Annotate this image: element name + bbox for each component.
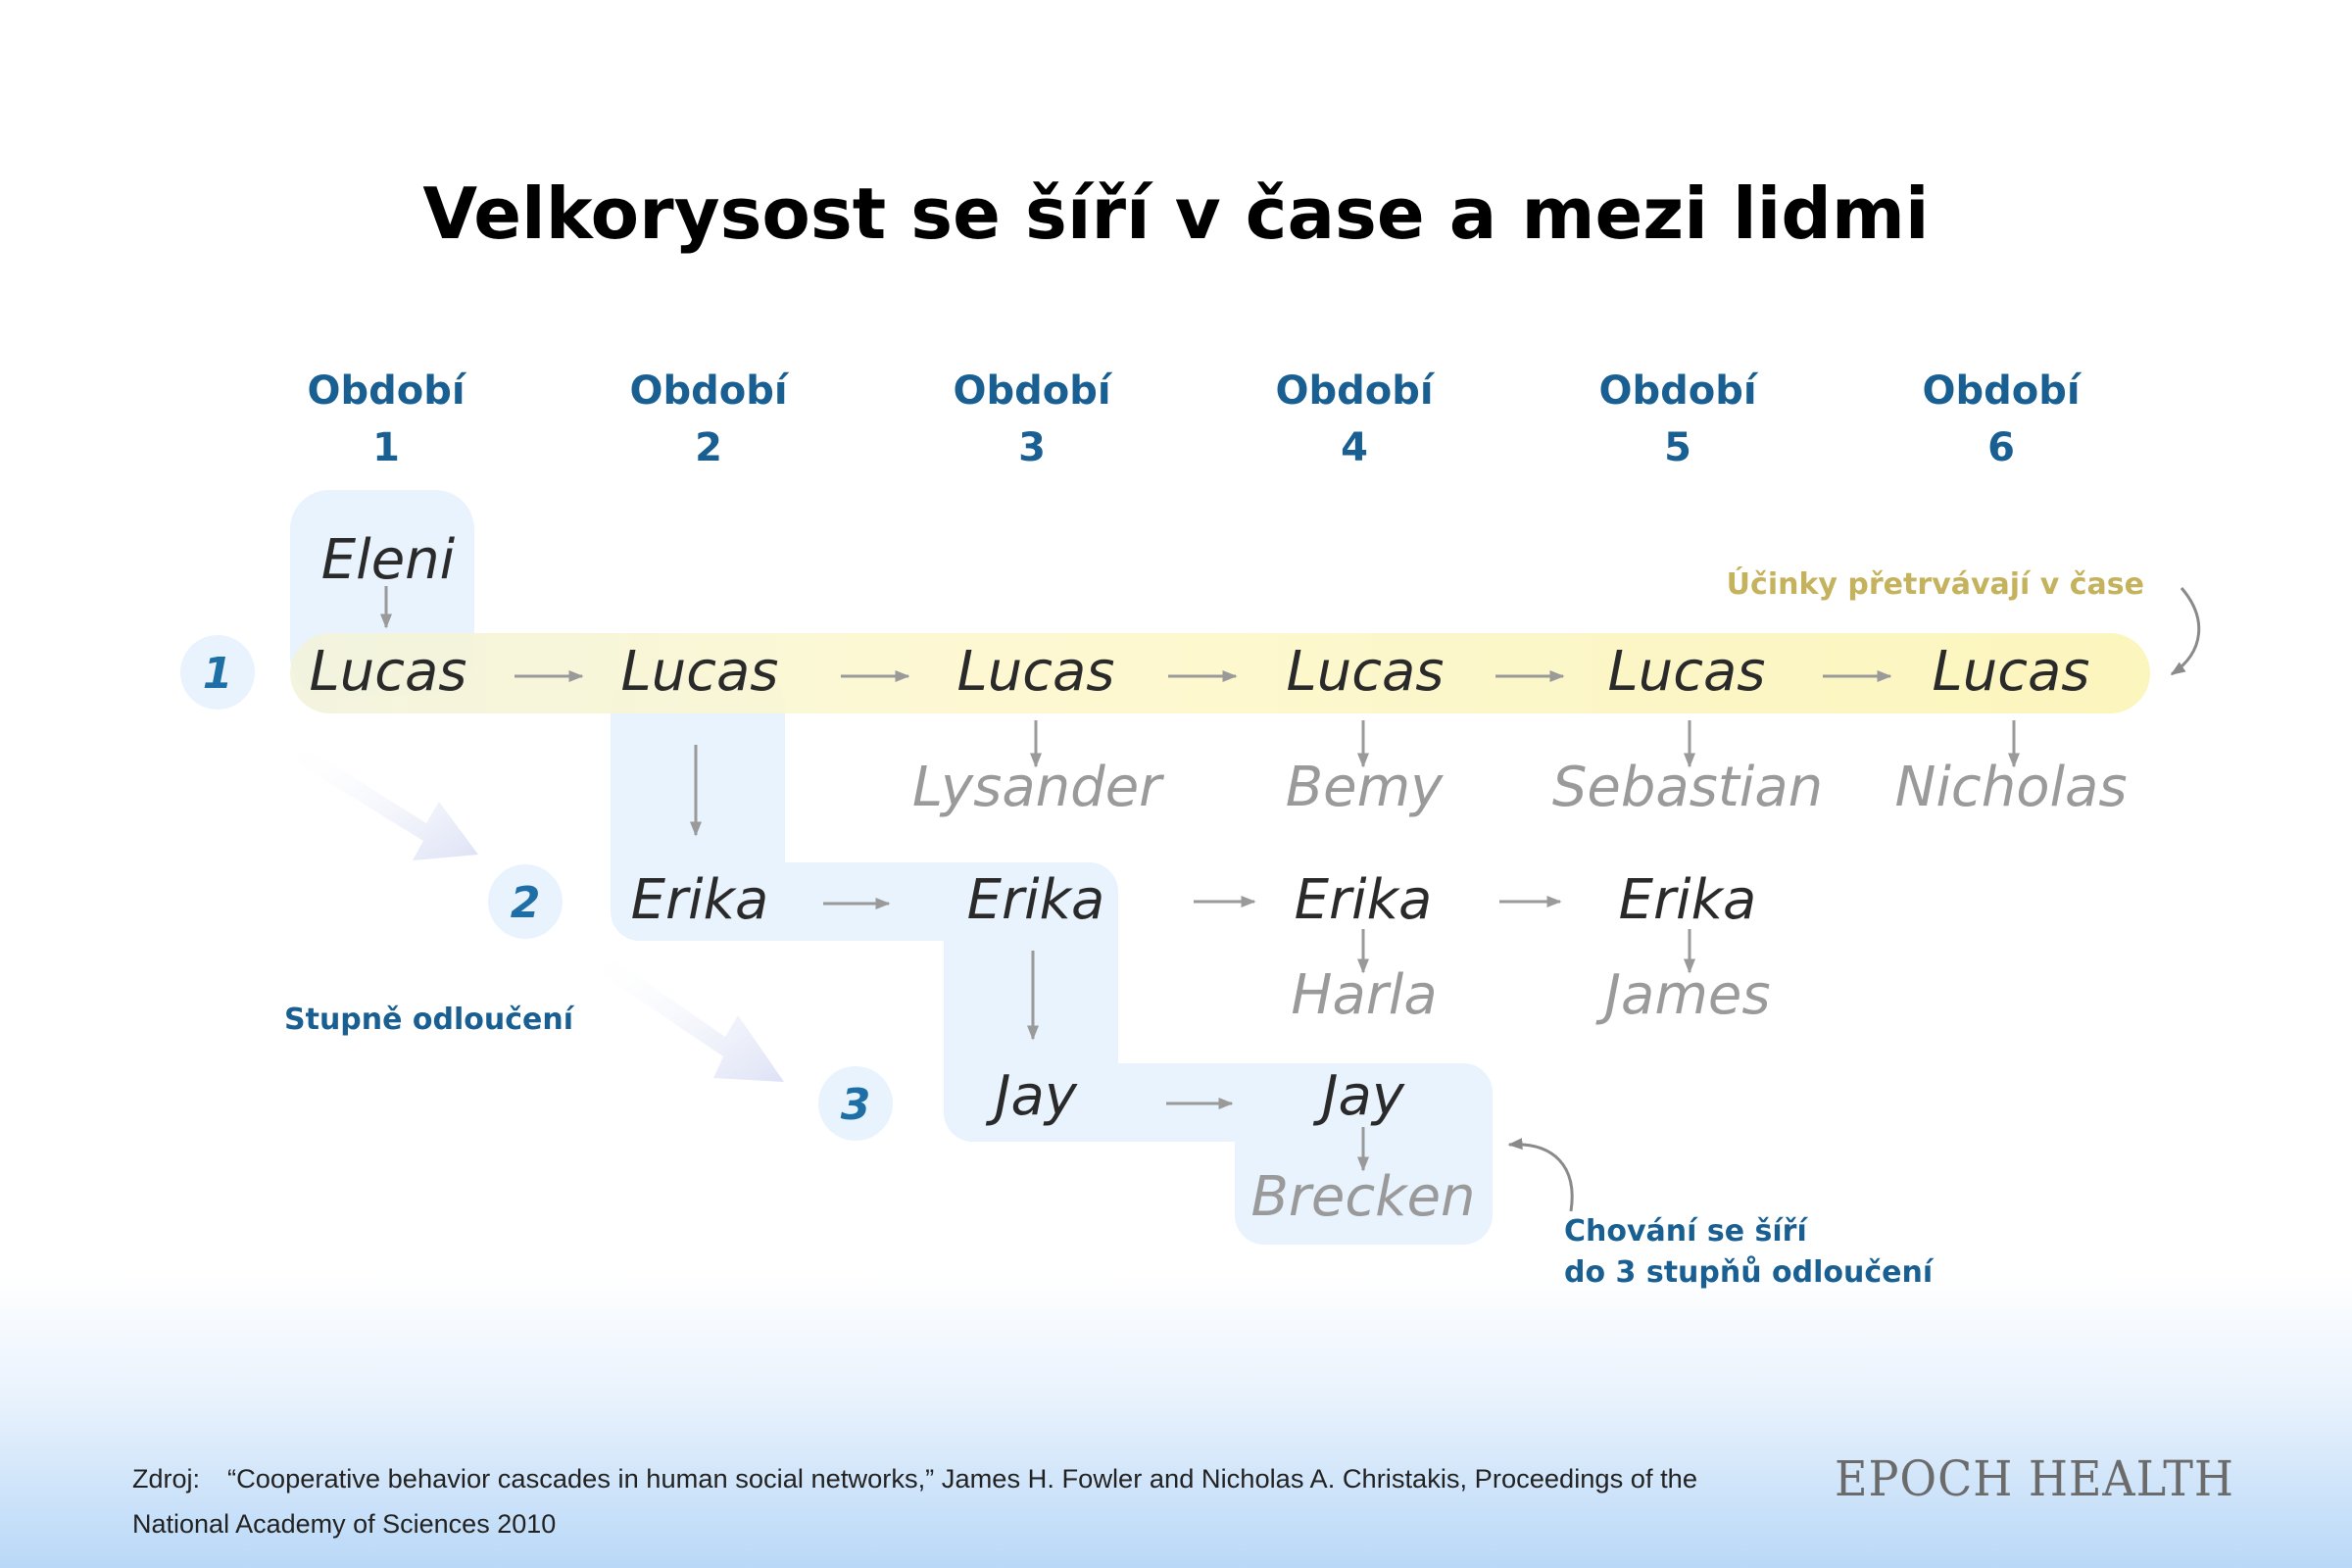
node-bemy: Bemy [1286, 756, 1444, 819]
degree-3-circle [818, 1066, 893, 1141]
node-lucas-period-6: Lucas [1933, 640, 2090, 704]
node-lucas-period-4: Lucas [1287, 640, 1445, 704]
nodes: Eleni Lucas Lucas Lucas Lucas Lucas Luca… [310, 528, 2128, 1229]
node-sebastian: Sebastian [1552, 756, 1823, 819]
node-brecken: Brecken [1250, 1165, 1475, 1229]
source-label: Zdroj: [132, 1464, 200, 1494]
connection-arrows [380, 586, 2201, 1212]
node-erika-period-3: Erika [967, 868, 1105, 932]
node-lucas-period-1: Lucas [310, 640, 467, 704]
period-headers: Období 1 Období 2 Období 3 Období 4 Obdo… [307, 368, 2082, 470]
node-james: James [1594, 963, 1770, 1027]
period-5-label: Období [1598, 368, 1758, 414]
degree-1-circle [180, 635, 255, 710]
node-erika-period-5: Erika [1619, 868, 1757, 932]
page-title: Velkorysost se šíří v čase a mezi lidmi [422, 172, 1929, 255]
source-citation-line-2: National Academy of Sciences 2010 [132, 1509, 556, 1539]
period-4-label: Období [1275, 368, 1435, 414]
period-5-number: 5 [1664, 425, 1691, 470]
degree-3-label: 3 [841, 1080, 871, 1130]
degree-arrow-1-to-2 [286, 740, 478, 860]
period-1-number: 1 [372, 425, 400, 470]
node-lysander: Lysander [912, 756, 1164, 819]
node-erika-period-2: Erika [631, 868, 769, 932]
spread-curved-arrow [1507, 1138, 1574, 1212]
degree-markers: 1 2 3 [180, 635, 893, 1141]
node-lucas-period-2: Lucas [621, 640, 779, 704]
period-2-label: Období [629, 368, 789, 414]
node-jay-period-3: Jay [985, 1064, 1078, 1128]
degree-2-circle [488, 864, 563, 939]
period-3-number: 3 [1018, 425, 1046, 470]
degrees-of-separation-label: Stupně odloučení [284, 1003, 575, 1037]
lucas-timeline-highlight [290, 633, 2150, 713]
period-3-label: Období [953, 368, 1112, 414]
source-citation-line-1: “Cooperative behavior cascades in human … [227, 1464, 1697, 1494]
degree-arrows [286, 740, 784, 1082]
period-1-label: Období [307, 368, 466, 414]
period-2-number: 2 [695, 425, 722, 470]
node-nicholas: Nicholas [1894, 756, 2127, 819]
highlight-bands [290, 490, 2150, 1245]
annotations: Účinky přetrvávají v čase Stupně odlouče… [284, 565, 2144, 1290]
spread-note-line-2: do 3 stupňů odloučení [1564, 1254, 1935, 1290]
node-eleni: Eleni [321, 528, 456, 592]
footer: Zdroj: “Cooperative behavior cascades in… [132, 1450, 2234, 1539]
degree-2-label: 2 [511, 878, 541, 928]
period-4-number: 4 [1341, 425, 1368, 470]
degree-arrow-2-to-3 [588, 949, 784, 1082]
node-lucas-period-3: Lucas [957, 640, 1115, 704]
degree-1-label: 1 [203, 649, 233, 699]
spread-note-line-1: Chování se šíří [1564, 1214, 1808, 1249]
period-6-number: 6 [1987, 425, 2015, 470]
node-harla: Harla [1291, 963, 1437, 1027]
node-lucas-period-5: Lucas [1608, 640, 1766, 704]
node-jay-period-4: Jay [1312, 1064, 1405, 1128]
persist-note: Účinky přetrvávají v čase [1727, 565, 2144, 602]
persist-curved-arrow [2170, 587, 2201, 676]
brand-logo: EPOCH HEALTH [1835, 1450, 2234, 1507]
node-erika-period-4: Erika [1295, 868, 1433, 932]
period-6-label: Období [1922, 368, 2082, 414]
